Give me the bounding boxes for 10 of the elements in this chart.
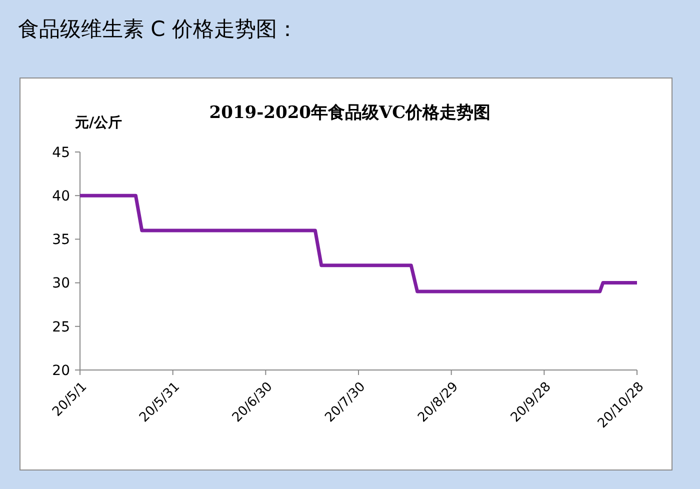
chart-subtitle: 2019-2020年食品级VC价格走势图 (209, 103, 491, 123)
y-tick-label: 35 (52, 232, 70, 248)
y-tick-label: 25 (52, 319, 70, 336)
y-tick-label: 30 (52, 276, 70, 292)
y-tick-label: 20 (52, 362, 70, 379)
y-axis-title: 元/公斤 (74, 114, 122, 131)
line-series (78, 194, 639, 294)
y-tick-label: 40 (52, 188, 70, 204)
y-tick-label: 45 (52, 144, 70, 161)
chart-title: 食品级维生素 C 价格走势图： (18, 17, 298, 41)
